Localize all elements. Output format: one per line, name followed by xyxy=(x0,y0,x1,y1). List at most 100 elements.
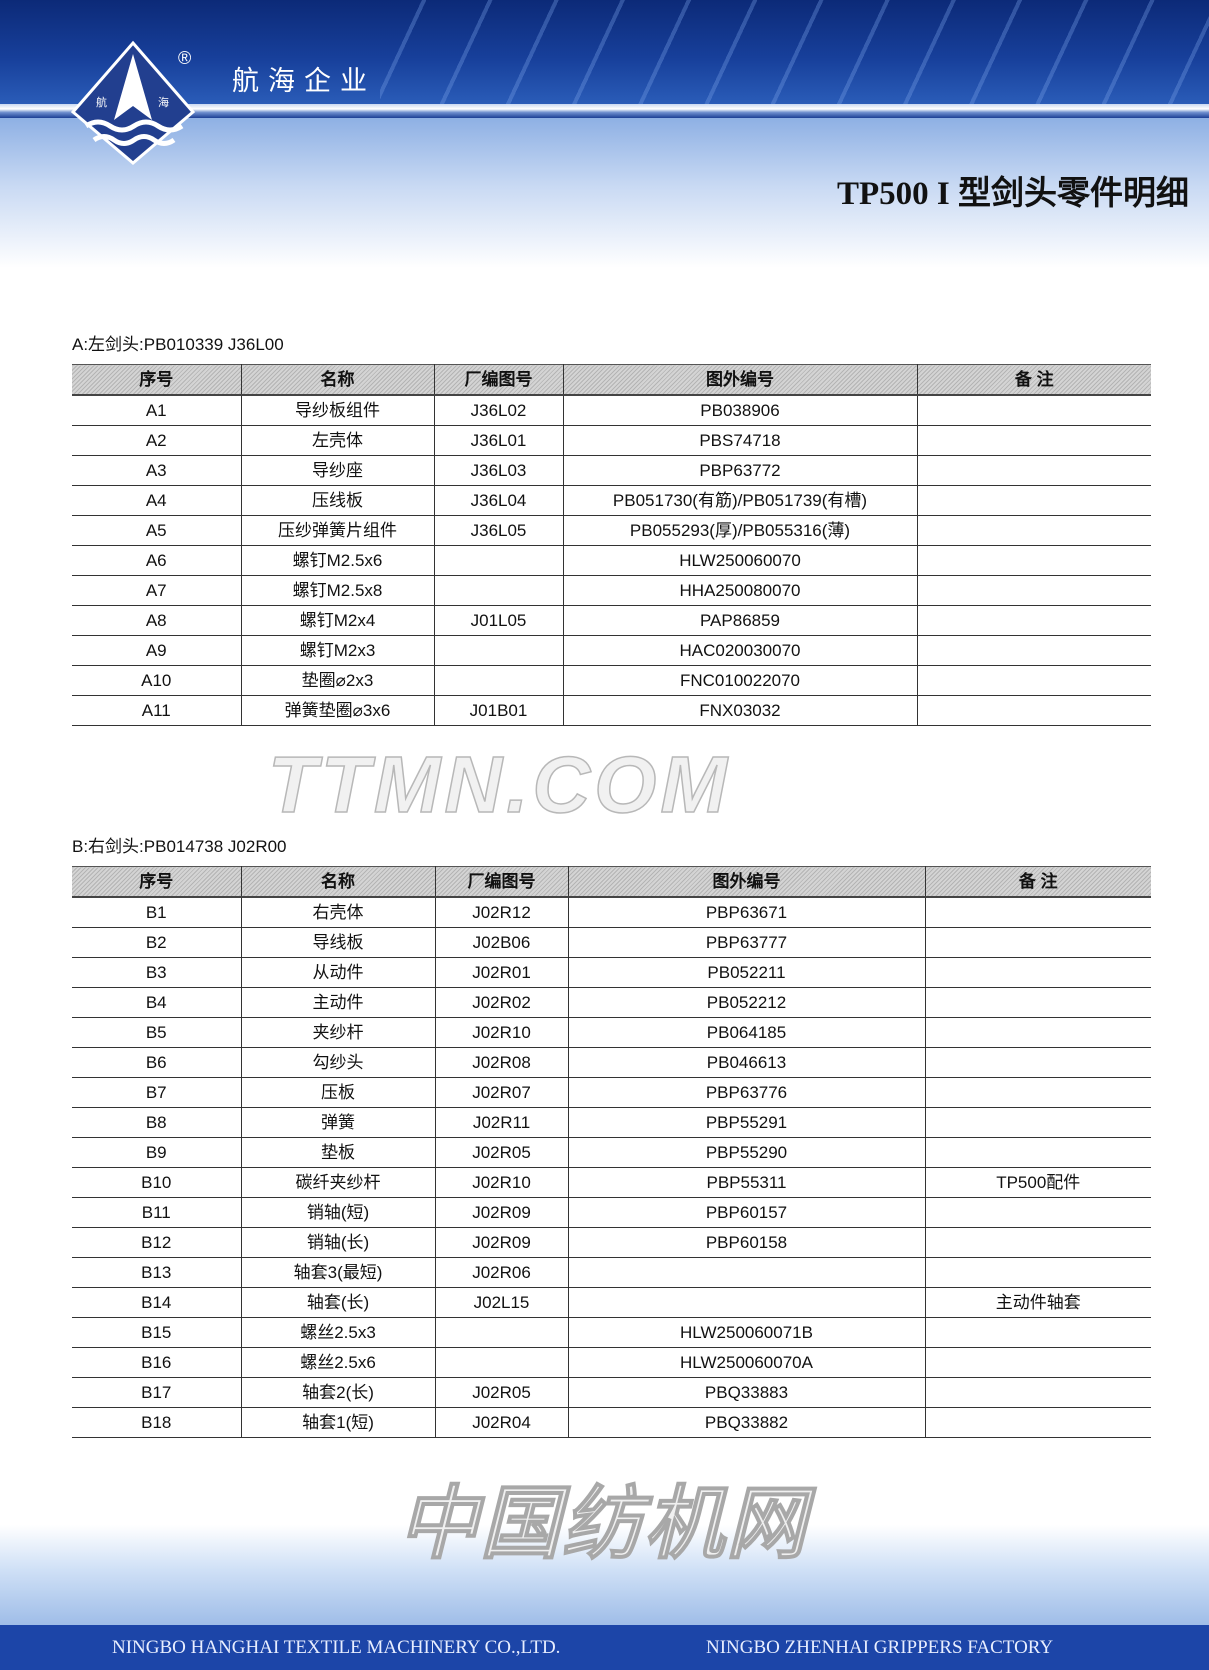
cell-factory-no: J02R07 xyxy=(435,1077,569,1108)
cell-external-no: PBP60157 xyxy=(568,1197,926,1228)
col-header-external-no: 图外编号 xyxy=(568,866,926,898)
col-header-no: 序号 xyxy=(72,866,242,898)
cell-remarks xyxy=(925,957,1151,988)
col-header-remarks: 备 注 xyxy=(925,866,1151,898)
cell-no: B13 xyxy=(72,1257,242,1288)
cell-external-no xyxy=(568,1287,926,1318)
cell-no: B1 xyxy=(72,897,242,928)
cell-factory-no: J36L02 xyxy=(434,395,564,426)
cell-factory-no: J02B06 xyxy=(435,927,569,958)
cell-remarks xyxy=(917,545,1151,576)
cell-factory-no: J02R06 xyxy=(435,1257,569,1288)
cell-name: 销轴(长) xyxy=(241,1227,436,1258)
section-a-label: A:左剑头:PB010339 J36L00 xyxy=(72,335,284,354)
cell-external-no: PB051730(有筋)/PB051739(有槽) xyxy=(563,485,918,516)
cell-no: B4 xyxy=(72,987,242,1018)
cell-no: B7 xyxy=(72,1077,242,1108)
cell-external-no: PAP86859 xyxy=(563,605,918,636)
cell-external-no: PBP55291 xyxy=(568,1107,926,1138)
watermark-cn: 中国纺机网 xyxy=(397,1479,808,1569)
cell-remarks xyxy=(917,605,1151,636)
cell-name: 螺钉M2x4 xyxy=(241,605,435,636)
cell-factory-no: J02R09 xyxy=(435,1197,569,1228)
footer-company-right: NINGBO ZHENHAI GRIPPERS FACTORY xyxy=(706,1637,1054,1658)
table-row: B1 右壳体 J02R12 PBP63671 xyxy=(72,897,1151,928)
table-row: A2 左壳体 J36L01 PBS74718 xyxy=(72,425,1151,456)
cell-name: 勾纱头 xyxy=(241,1047,436,1078)
cell-no: B5 xyxy=(72,1017,242,1048)
cell-no: A3 xyxy=(72,455,242,486)
cell-remarks xyxy=(925,1107,1151,1138)
cell-name: 轴套3(最短) xyxy=(241,1257,436,1288)
cell-remarks xyxy=(917,425,1151,456)
cell-name: 轴套2(长) xyxy=(241,1377,436,1408)
cell-external-no xyxy=(568,1257,926,1288)
cell-name: 弹簧 xyxy=(241,1107,436,1138)
cell-factory-no: J02R01 xyxy=(435,957,569,988)
table-row: B10 碳纤夹纱杆 J02R10 PBP55311 TP500配件 xyxy=(72,1167,1151,1198)
cell-factory-no xyxy=(434,545,564,576)
cell-factory-no: J36L03 xyxy=(434,455,564,486)
cell-no: B11 xyxy=(72,1197,242,1228)
table-row: B17 轴套2(长) J02R05 PBQ33883 xyxy=(72,1377,1151,1408)
page-title: TP500 I 型剑头零件明细 xyxy=(836,176,1189,212)
cell-factory-no: J02L15 xyxy=(435,1287,569,1318)
cell-no: B6 xyxy=(72,1047,242,1078)
table-row: B12 销轴(长) J02R09 PBP60158 xyxy=(72,1227,1151,1258)
table-row: A6 螺钉M2.5x6 HLW250060070 xyxy=(72,545,1151,576)
cell-external-no: PBP60158 xyxy=(568,1227,926,1258)
cell-factory-no: J01L05 xyxy=(434,605,564,636)
cell-external-no: HLW250060070 xyxy=(563,545,918,576)
cell-no: B8 xyxy=(72,1107,242,1138)
table-row: B16 螺丝2.5x6 HLW250060070A xyxy=(72,1347,1151,1378)
cell-name: 右壳体 xyxy=(241,897,436,928)
cell-remarks xyxy=(917,455,1151,486)
cell-name: 螺丝2.5x3 xyxy=(241,1317,436,1348)
table-row: A3 导纱座 J36L03 PBP63772 xyxy=(72,455,1151,486)
cell-external-no: HAC020030070 xyxy=(563,635,918,666)
company-logo-icon: 航 海 xyxy=(70,40,196,165)
cell-name: 垫圈⌀2x3 xyxy=(241,665,435,696)
cell-no: A2 xyxy=(72,425,242,456)
cell-name: 压线板 xyxy=(241,485,435,516)
cell-external-no: PBS74718 xyxy=(563,425,918,456)
cell-no: B16 xyxy=(72,1347,242,1378)
table-row: B2 导线板 J02B06 PBP63777 xyxy=(72,927,1151,958)
cell-no: A1 xyxy=(72,395,242,426)
table-row: A5 压纱弹簧片组件 J36L05 PB055293(厚)/PB055316(薄) xyxy=(72,515,1151,546)
cell-remarks xyxy=(925,897,1151,928)
cell-no: B12 xyxy=(72,1227,242,1258)
cell-remarks xyxy=(917,575,1151,606)
table-row: A7 螺钉M2.5x8 HHA250080070 xyxy=(72,575,1151,606)
cell-factory-no: J02R12 xyxy=(435,897,569,928)
cell-remarks xyxy=(925,1407,1151,1438)
col-header-factory-no: 厂编图号 xyxy=(434,364,564,396)
cell-no: B17 xyxy=(72,1377,242,1408)
registered-mark: ® xyxy=(178,48,192,68)
cell-name: 夹纱杆 xyxy=(241,1017,436,1048)
footer-banner: NINGBO HANGHAI TEXTILE MACHINERY CO.,LTD… xyxy=(0,1625,1209,1670)
cell-name: 轴套(长) xyxy=(241,1287,436,1318)
cell-external-no: PBP63776 xyxy=(568,1077,926,1108)
cell-name: 螺钉M2x3 xyxy=(241,635,435,666)
cell-factory-no: J02R10 xyxy=(435,1167,569,1198)
cell-remarks: TP500配件 xyxy=(925,1167,1151,1198)
svg-text:海: 海 xyxy=(158,95,169,109)
cell-remarks xyxy=(925,1317,1151,1348)
table-row: A1 导纱板组件 J36L02 PB038906 xyxy=(72,395,1151,426)
table-row: A10 垫圈⌀2x3 FNC010022070 xyxy=(72,665,1151,696)
cell-no: A9 xyxy=(72,635,242,666)
header-banner xyxy=(0,0,1209,104)
cell-external-no: PBP55311 xyxy=(568,1167,926,1198)
cell-name: 主动件 xyxy=(241,987,436,1018)
cell-external-no: PBQ33883 xyxy=(568,1377,926,1408)
cell-factory-no: J36L05 xyxy=(434,515,564,546)
cell-remarks xyxy=(925,1257,1151,1288)
cell-factory-no xyxy=(435,1317,569,1348)
cell-remarks xyxy=(917,635,1151,666)
table-row: B7 压板 J02R07 PBP63776 xyxy=(72,1077,1151,1108)
cell-no: B9 xyxy=(72,1137,242,1168)
parts-table-a: 序号 名称 厂编图号 图外编号 备 注 A1 导纱板组件 J36L02 PB03890… xyxy=(72,364,1151,726)
cell-factory-no: J36L04 xyxy=(434,485,564,516)
cell-factory-no: J02R10 xyxy=(435,1017,569,1048)
